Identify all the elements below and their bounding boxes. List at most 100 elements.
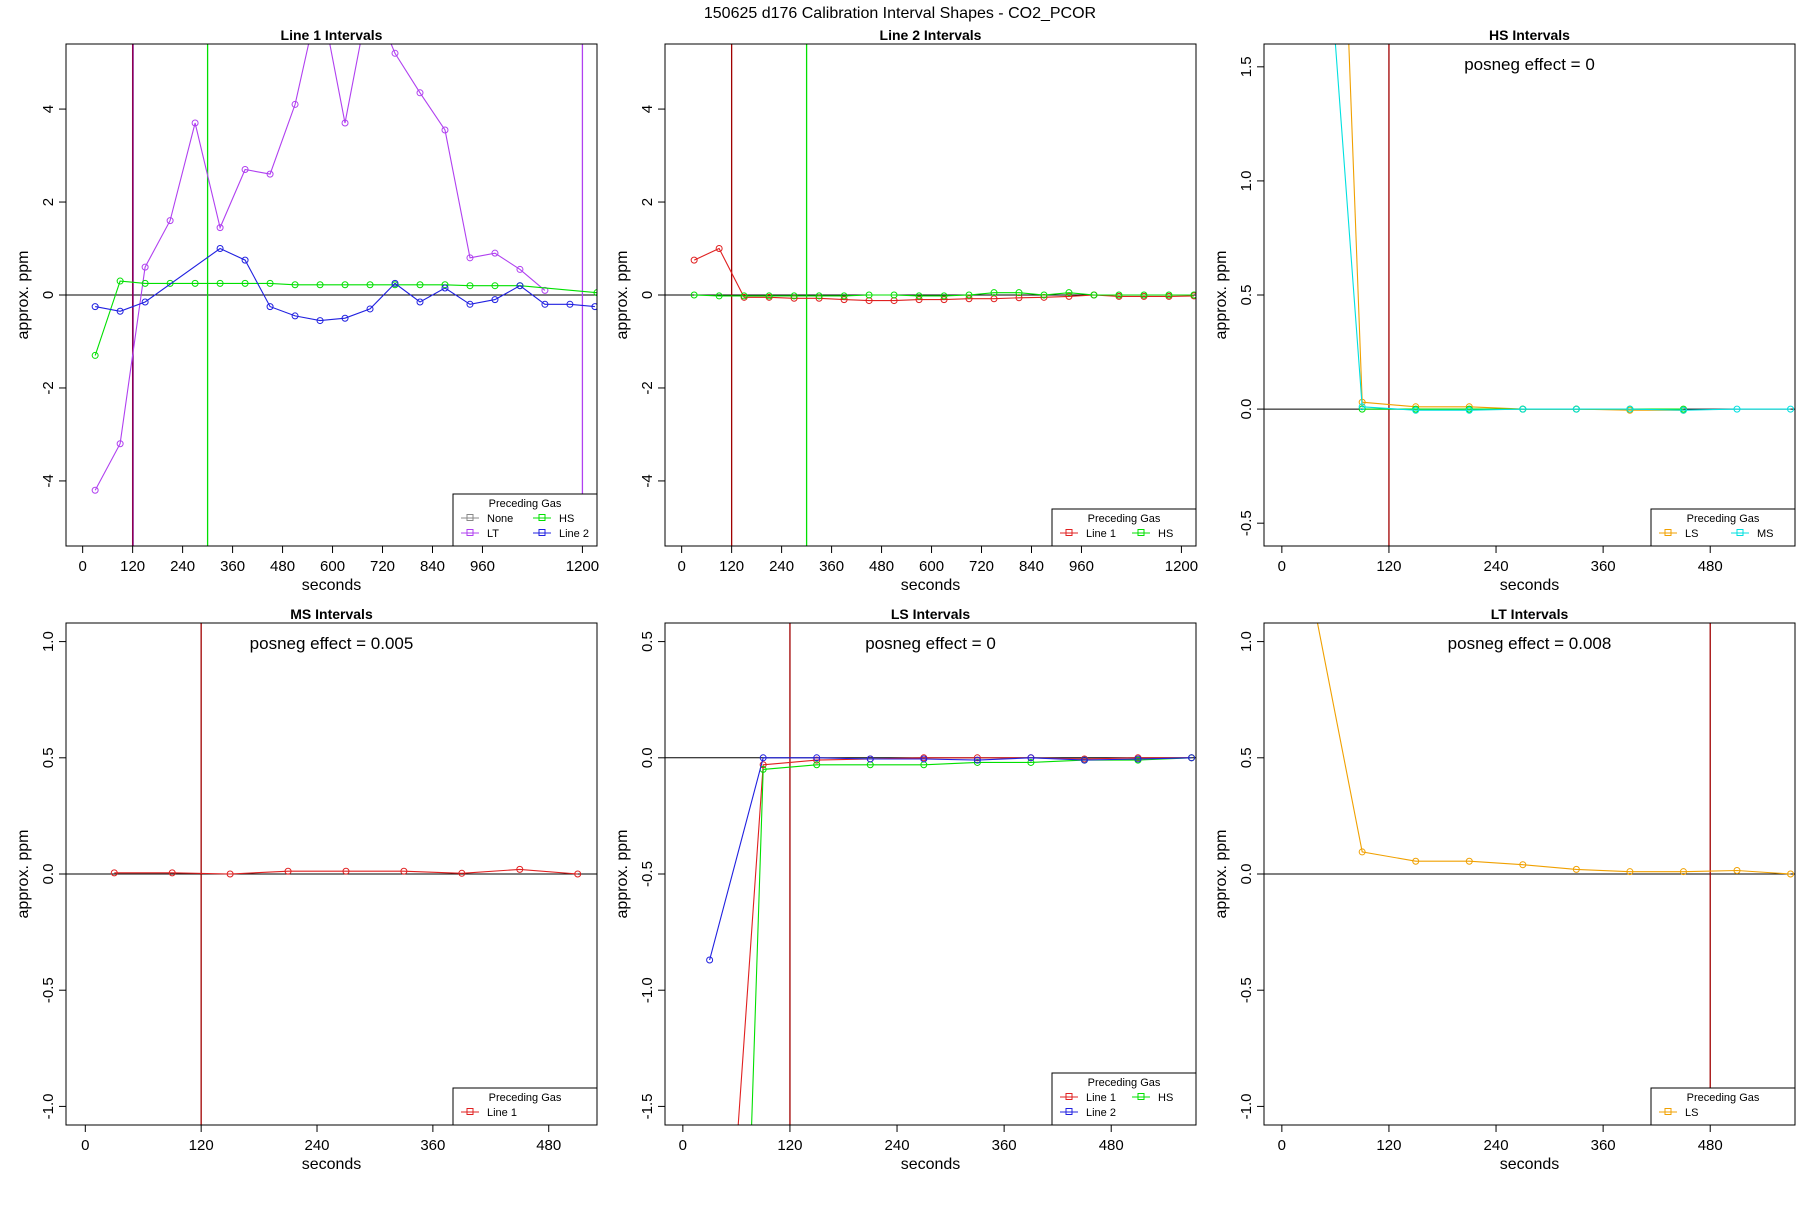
x-tick-label: 0	[78, 558, 86, 575]
data-point	[91, 303, 99, 311]
legend-marker	[1137, 1093, 1145, 1100]
data-point	[141, 298, 149, 306]
x-tick-label: 0	[81, 1137, 89, 1154]
data-point	[366, 305, 374, 313]
data-point	[866, 755, 874, 763]
data-point	[266, 303, 274, 311]
legend-title: Preceding Gas	[1687, 1092, 1760, 1104]
data-point	[973, 758, 981, 766]
data-point	[1626, 405, 1634, 413]
data-point	[341, 119, 349, 127]
x-tick-label: 240	[885, 1137, 910, 1154]
x-axis-label: seconds	[302, 577, 362, 594]
data-point	[965, 295, 973, 303]
y-tick-label: 1.0	[40, 631, 57, 652]
data-point	[593, 289, 597, 297]
data-point	[400, 867, 408, 875]
data-point	[973, 754, 981, 762]
x-axis-label: seconds	[901, 1156, 961, 1173]
data-point	[1733, 405, 1741, 413]
x-tick-label: 360	[220, 558, 245, 575]
data-point	[316, 317, 324, 325]
x-tick-label: 360	[420, 1137, 445, 1154]
y-axis-label: approx. ppm	[15, 251, 32, 340]
legend-entry-ms: MS	[1757, 528, 1774, 540]
y-tick-label: -1.0	[40, 1093, 57, 1119]
data-point	[759, 761, 767, 769]
x-tick-label: 120	[777, 1137, 802, 1154]
data-point	[516, 865, 524, 873]
data-point	[1679, 868, 1687, 876]
legend-title: Preceding Gas	[1088, 513, 1161, 525]
x-tick-label: 360	[1591, 1137, 1616, 1154]
data-point	[491, 296, 499, 304]
data-point	[813, 761, 821, 769]
legend-entry-line-2: Line 2	[1086, 1107, 1116, 1119]
data-point	[1027, 754, 1035, 762]
data-point	[790, 292, 798, 300]
legend-entry-line-1: Line 1	[1086, 1092, 1116, 1104]
data-point	[813, 754, 821, 762]
data-point	[1358, 403, 1366, 411]
y-tick-label: -1.0	[639, 977, 656, 1003]
y-tick-label: 0.5	[1238, 747, 1255, 768]
legend-marker	[466, 529, 474, 536]
x-tick-label: 240	[769, 558, 794, 575]
data-point	[940, 292, 948, 300]
x-tick-label: 360	[992, 1137, 1017, 1154]
data-point	[715, 245, 723, 253]
plot-area	[66, 623, 597, 1125]
x-tick-label: 960	[1069, 558, 1094, 575]
data-point	[516, 265, 524, 273]
data-point	[541, 300, 549, 308]
data-point	[815, 294, 823, 302]
x-axis-label: seconds	[901, 577, 961, 594]
y-tick-label: 2	[40, 198, 57, 206]
data-point	[740, 292, 748, 300]
data-point	[1188, 754, 1196, 762]
legend-title: Preceding Gas	[1687, 513, 1760, 525]
x-tick-label: 0	[679, 1137, 687, 1154]
y-tick-label: 1.5	[1238, 56, 1255, 77]
data-point	[241, 166, 249, 173]
x-tick-label: 1200	[566, 558, 599, 575]
y-axis-label: approx. ppm	[1213, 251, 1230, 340]
data-point	[1358, 848, 1366, 856]
data-point	[1015, 289, 1023, 297]
data-point	[1090, 291, 1098, 299]
data-point	[566, 300, 574, 308]
x-tick-label: 120	[189, 1137, 214, 1154]
x-tick-label: 1200	[1165, 558, 1198, 575]
data-point	[1412, 857, 1420, 865]
data-point	[341, 281, 349, 289]
data-point	[1572, 405, 1580, 413]
legend-box	[452, 1087, 598, 1126]
data-point	[342, 867, 350, 875]
x-tick-label: 480	[270, 558, 295, 575]
y-tick-label: 0.0	[639, 747, 656, 768]
legend-entry-hs: HS	[559, 513, 574, 525]
x-tick-label: 240	[1484, 1137, 1509, 1154]
legend-marker	[466, 1108, 474, 1115]
x-axis-label: seconds	[302, 1156, 362, 1173]
posneg-annotation: posneg effect = 0.005	[250, 634, 414, 653]
data-point	[591, 303, 597, 311]
data-point	[391, 49, 399, 57]
legend-box	[1650, 508, 1796, 547]
x-tick-label: 840	[420, 558, 445, 575]
data-point	[91, 486, 99, 494]
data-point	[266, 279, 274, 287]
x-tick-label: 240	[305, 1137, 330, 1154]
data-point	[291, 281, 299, 289]
data-point	[1134, 755, 1142, 763]
legend-entry-hs: HS	[1158, 1092, 1173, 1104]
legend: Preceding Gas Line 1	[452, 1087, 598, 1126]
y-tick-label: -0.5	[639, 861, 656, 887]
x-tick-label: 360	[819, 558, 844, 575]
legend-title: Preceding Gas	[489, 498, 562, 510]
x-tick-label: 240	[170, 558, 195, 575]
data-point	[1065, 289, 1073, 297]
data-point	[690, 256, 698, 264]
